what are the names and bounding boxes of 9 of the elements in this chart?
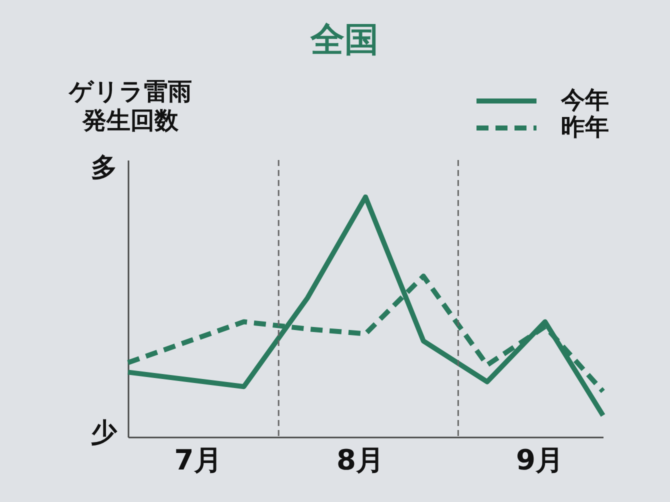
x-tick-label: 9月: [516, 444, 564, 476]
x-tick-label: 7月: [174, 444, 222, 476]
text: 多: [91, 153, 117, 183]
chart-title: 全国: [310, 20, 378, 60]
x-tick-label: 8月: [336, 444, 384, 476]
y-axis-title: ゲリラ雷雨発生回数: [68, 78, 192, 134]
legend-label: 昨年: [561, 113, 609, 141]
legend-label: 今年: [560, 86, 609, 114]
text: 少: [91, 418, 118, 448]
